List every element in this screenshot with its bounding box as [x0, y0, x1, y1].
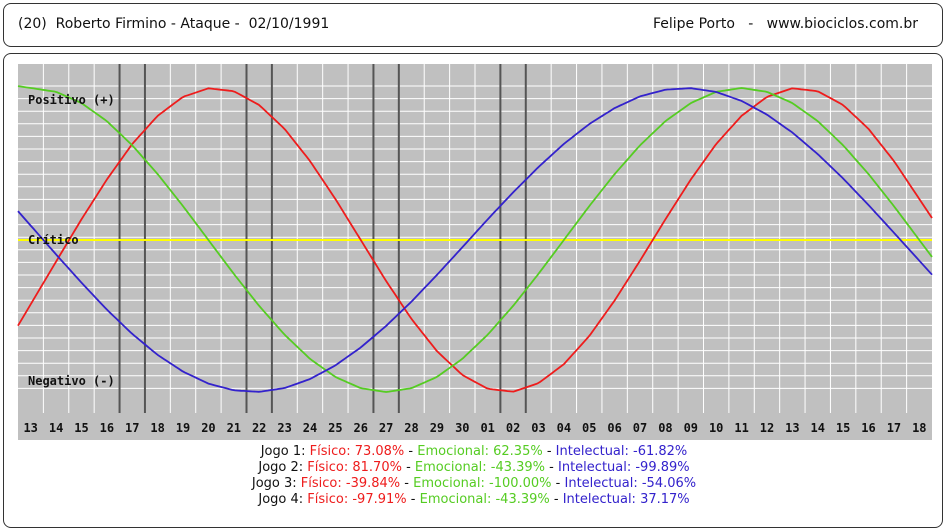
x-tick-label: 28 — [404, 421, 418, 435]
x-tick-label: 20 — [201, 421, 215, 435]
y-label-critical: Crítico — [28, 233, 79, 247]
legend-separator: - — [406, 492, 420, 507]
x-tick-label: 19 — [176, 421, 190, 435]
x-tick-label: 01 — [480, 421, 494, 435]
x-tick-label: 02 — [506, 421, 520, 435]
x-tick-label: 29 — [430, 421, 444, 435]
x-tick-label: 25 — [328, 421, 342, 435]
x-tick-label: 06 — [607, 421, 621, 435]
series-emocional — [17, 85, 933, 393]
legend-separator: - — [401, 460, 415, 475]
x-tick-label: 13 — [23, 421, 37, 435]
legend-row-label: Jogo 1: — [260, 444, 310, 459]
chart-header-credit: Felipe Porto - www.biociclos.com.br — [652, 16, 918, 32]
x-tick-label: 09 — [684, 421, 698, 435]
legend-separator: - — [404, 444, 418, 459]
x-tick-label: 15 — [836, 421, 850, 435]
legend-row: Jogo 1: Físico: 73.08% - Emocional: 62.3… — [0, 444, 948, 460]
legend-separator: - — [551, 476, 565, 491]
x-tick-label: 10 — [709, 421, 723, 435]
x-tick-label: 17 — [125, 421, 139, 435]
x-tick-label: 07 — [633, 421, 647, 435]
legend-emocional: Emocional: -100.00% — [413, 476, 552, 491]
legend-separator: - — [400, 476, 414, 491]
x-tick-label: 08 — [658, 421, 672, 435]
legend-fisico: Físico: 73.08% — [309, 444, 405, 459]
legend: Jogo 1: Físico: 73.08% - Emocional: 62.3… — [0, 444, 948, 508]
legend-row: Jogo 3: Físico: -39.84% - Emocional: -10… — [0, 476, 948, 492]
legend-emocional: Emocional: -43.39% — [414, 460, 546, 475]
legend-row-label: Jogo 2: — [258, 460, 308, 475]
x-tick-labels: 13 14 15 16 17 18 19 20 21 22 23 24 25 26 27 28 29 30 01 02… — [23, 421, 926, 435]
legend-intelectual: Intelectual: -54.06% — [564, 476, 697, 491]
x-tick-label: 03 — [531, 421, 545, 435]
legend-row-label: Jogo 3: — [251, 476, 301, 491]
x-tick-label: 04 — [557, 421, 571, 435]
legend-row: Jogo 4: Físico: -97.91% - Emocional: -43… — [0, 492, 948, 508]
x-tick-label: 26 — [354, 421, 368, 435]
header-box: (20) Roberto Firmino - Ataque - 02/10/19… — [3, 3, 943, 47]
x-tick-label: 27 — [379, 421, 393, 435]
x-tick-label: 13 — [785, 421, 799, 435]
legend-intelectual: Intelectual: -99.89% — [558, 460, 690, 475]
legend-row-label: Jogo 4: — [258, 492, 308, 507]
legend-fisico: Físico: -39.84% — [300, 476, 401, 491]
x-tick-label: 18 — [150, 421, 164, 435]
legend-emocional: Emocional: -43.39% — [419, 492, 550, 507]
x-tick-label: 17 — [887, 421, 901, 435]
legend-row: Jogo 2: Físico: 81.70% - Emocional: -43.… — [0, 460, 948, 476]
legend-fisico: Físico: 81.70% — [307, 460, 402, 475]
x-tick-label: 11 — [734, 421, 748, 435]
y-label-negative: Negativo (-) — [28, 374, 115, 388]
x-tick-label: 05 — [582, 421, 596, 435]
x-tick-label: 12 — [760, 421, 774, 435]
y-label-positive: Positivo (+) — [28, 93, 115, 107]
chart-header-title: (20) Roberto Firmino - Ataque - 02/10/19… — [18, 16, 330, 32]
x-tick-label: 21 — [227, 421, 241, 435]
legend-fisico: Físico: -97.91% — [307, 492, 407, 507]
x-tick-label: 16 — [100, 421, 114, 435]
x-tick-label: 14 — [811, 421, 825, 435]
legend-separator: - — [545, 460, 559, 475]
horizontal-gridlines — [18, 85, 932, 389]
x-tick-label: 24 — [303, 421, 317, 435]
legend-separator: - — [549, 492, 563, 507]
legend-separator: - — [542, 444, 556, 459]
series-intelectual — [17, 87, 933, 393]
x-axis-band — [18, 413, 932, 440]
series-group — [17, 85, 933, 393]
legend-intelectual: Intelectual: 37.17% — [562, 492, 690, 507]
legend-emocional: Emocional: 62.35% — [417, 444, 543, 459]
x-tick-label: 16 — [861, 421, 875, 435]
x-tick-label: 14 — [49, 421, 63, 435]
x-tick-label: 30 — [455, 421, 469, 435]
x-tick-label: 18 — [912, 421, 926, 435]
game-markers — [118, 64, 527, 440]
x-tick-label: 22 — [252, 421, 266, 435]
x-tick-label: 15 — [74, 421, 88, 435]
x-tick-label: 23 — [277, 421, 291, 435]
legend-intelectual: Intelectual: -61.82% — [555, 444, 688, 459]
